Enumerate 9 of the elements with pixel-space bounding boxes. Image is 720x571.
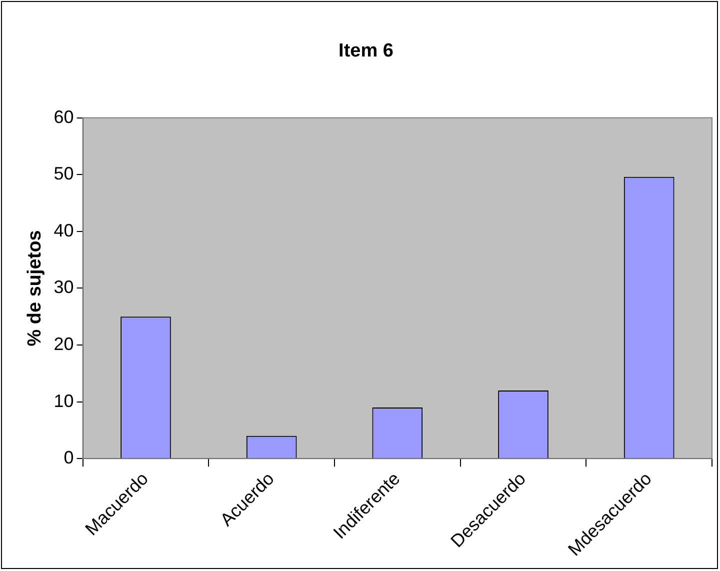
- y-tick-label: 30: [54, 277, 74, 298]
- chart-title: Item 6: [338, 40, 394, 62]
- y-axis-title: % de sujetos: [24, 230, 46, 346]
- y-tick-label: 40: [54, 220, 74, 240]
- y-tick-label: 60: [54, 106, 74, 127]
- y-tick-label: 50: [54, 164, 74, 184]
- y-tick-label: 10: [54, 390, 74, 411]
- y-tick-label: 0: [64, 448, 74, 468]
- y-tick-label: 20: [54, 334, 74, 354]
